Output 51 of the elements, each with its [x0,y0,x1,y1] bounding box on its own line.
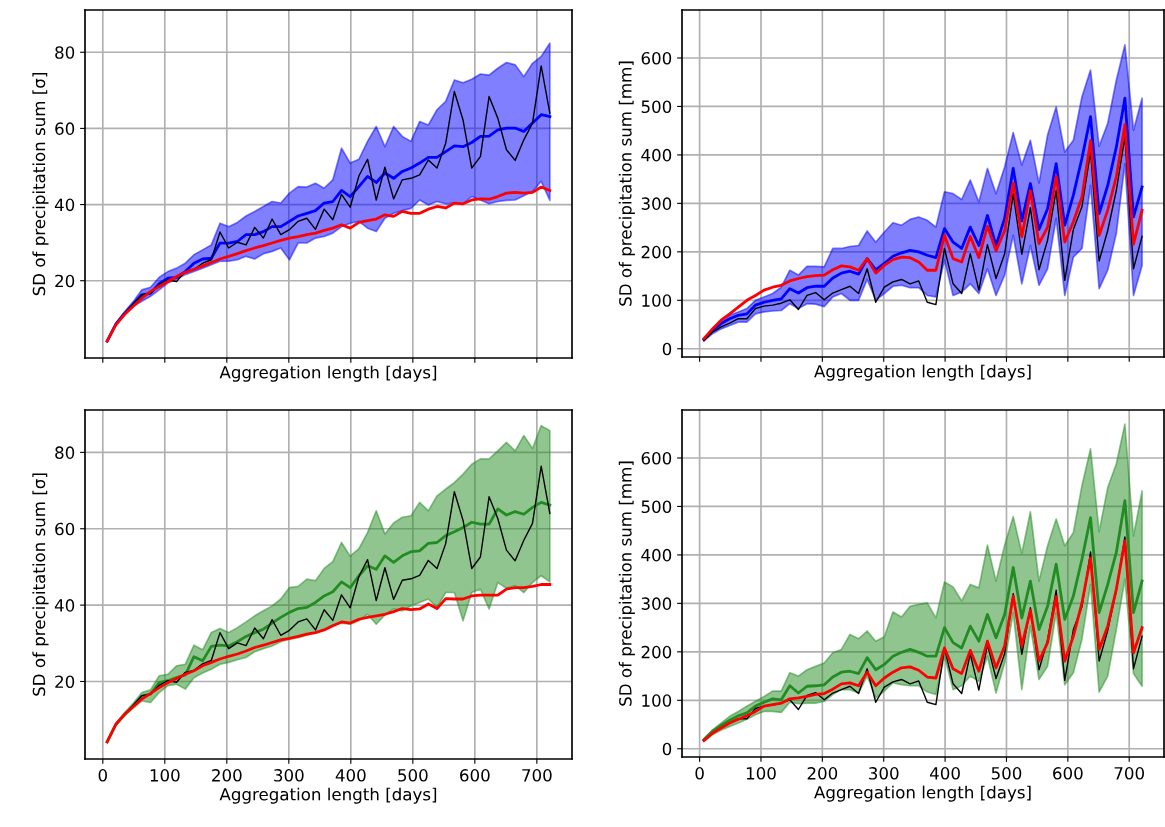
x-tick-label: 300 [274,769,304,782]
x-axis-title: Aggregation length [days] [814,364,1031,381]
x-tick-label: 0 [695,767,704,780]
y-tick-label: 400 [641,548,672,562]
x-tick-label: 700 [522,769,552,782]
line-series [702,539,1144,742]
y-tick-label: 500 [641,100,672,114]
y-tick-label: 200 [641,645,672,659]
y-tick-label: 80 [55,446,75,459]
y-tick-label: 300 [641,197,672,210]
y-axis-title: SD of precipitation sum [σ] [32,473,49,696]
y-tick-label: 80 [55,46,75,59]
y-tick-label: 100 [642,294,672,307]
y-tick-label: 0 [662,342,672,356]
x-axis-title: Aggregation length [days] [219,365,437,382]
x-tick-label: 400 [335,769,366,782]
line-series [105,583,552,744]
y-tick-label: 300 [641,597,672,610]
x-tick-label: 500 [991,767,1022,780]
x-axis-title: Aggregation length [days] [814,785,1031,802]
y-tick-label: 20 [55,675,75,689]
y-tick-label: 20 [55,274,75,288]
y-tick-label: 0 [662,742,672,756]
y-tick-label: 100 [642,694,672,707]
y-tick-label: 60 [55,122,75,135]
x-tick-label: 200 [807,767,838,780]
x-axis-title: Aggregation length [days] [219,787,437,804]
x-tick-label: 700 [1114,767,1144,780]
y-tick-label: 600 [641,451,672,465]
y-tick-label: 600 [641,51,672,65]
x-tick-label: 100 [746,767,776,780]
x-tick-label: 100 [150,769,180,782]
y-tick-label: 40 [54,198,75,212]
line-series [702,499,1144,741]
x-tick-label: 400 [930,767,960,780]
y-axis-title: SD of precipitation sum [σ] [32,73,49,296]
line-series [105,185,552,343]
x-tick-label: 500 [398,769,428,782]
x-tick-label: 600 [460,769,490,782]
line-series [123,65,551,315]
x-tick-label: 200 [212,769,242,782]
y-tick-label: 60 [55,522,75,536]
y-tick-label: 40 [54,599,75,612]
y-tick-label: 500 [641,500,672,514]
x-tick-label: 600 [1053,767,1083,780]
y-tick-label: 400 [641,148,672,162]
x-tick-label: 0 [98,769,107,782]
y-axis-title: SD of precipitation sum [mm] [618,61,635,306]
y-tick-label: 200 [641,245,672,259]
x-tick-label: 300 [869,767,899,780]
y-axis-title: SD of precipitation sum [mm] [618,461,635,706]
